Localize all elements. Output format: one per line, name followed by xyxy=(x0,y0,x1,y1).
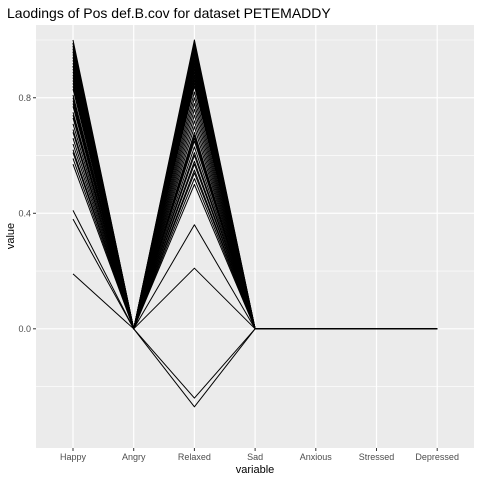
series-lines xyxy=(72,39,438,408)
y-tick-label: 0.0 xyxy=(18,324,31,334)
x-tick-label: Sad xyxy=(247,452,263,462)
y-tick-label: 0.4 xyxy=(18,208,31,218)
series-line xyxy=(72,79,438,330)
x-tick-label: Happy xyxy=(60,452,87,462)
y-tick-label: 0.8 xyxy=(18,93,31,103)
x-tick-label: Stressed xyxy=(359,452,395,462)
x-axis: Happy Angry Relaxed Sad Anxious Stressed Depre… xyxy=(60,448,459,462)
y-axis: 0.0 0.4 0.8 xyxy=(18,93,36,334)
x-tick-label: Anxious xyxy=(300,452,333,462)
x-axis-title: variable xyxy=(236,464,275,476)
x-tick-label: Depressed xyxy=(415,452,459,462)
chart-title: Laodings of Pos def.B.cov for dataset PE… xyxy=(7,5,331,21)
x-tick-label: Relaxed xyxy=(178,452,211,462)
y-axis-title: value xyxy=(5,223,17,249)
x-tick-label: Angry xyxy=(122,452,146,462)
